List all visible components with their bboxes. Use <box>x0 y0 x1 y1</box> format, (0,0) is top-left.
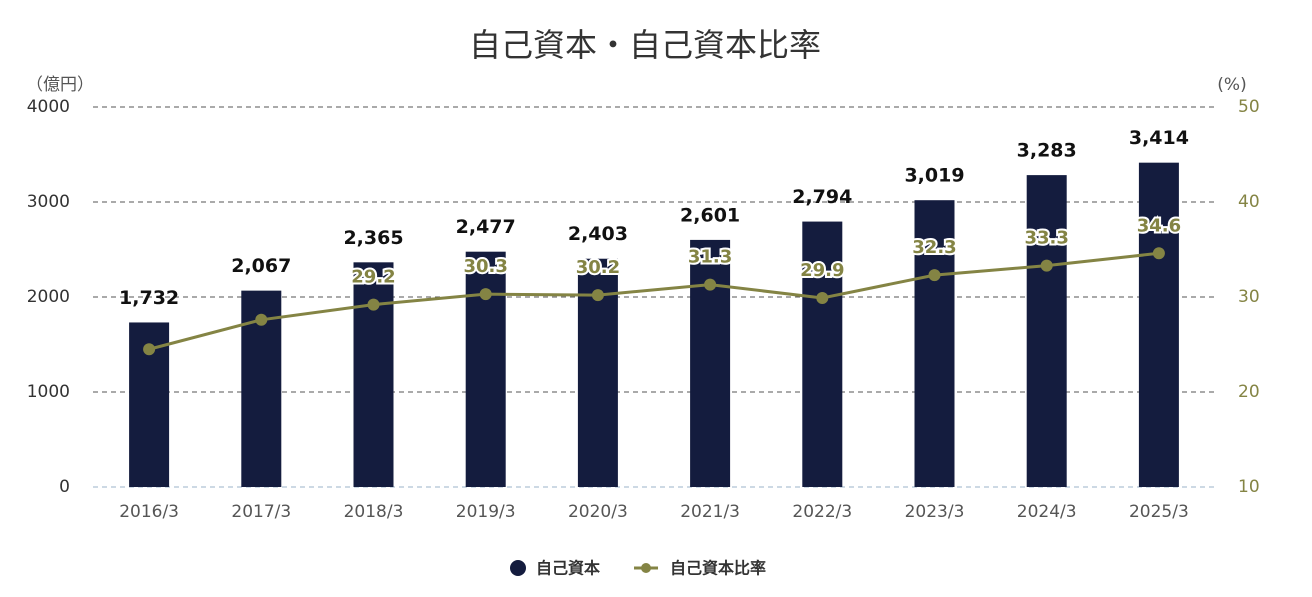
line-value-label: 30.2 <box>576 257 620 278</box>
line-point <box>1152 247 1165 260</box>
bar-value-label: 3,414 <box>1129 127 1189 149</box>
line-point <box>1040 259 1053 272</box>
line-value-label: 32.3 <box>912 237 956 258</box>
line-point <box>367 298 380 311</box>
line-value-label: 33.3 <box>1024 228 1068 249</box>
y2-tick-label: 20 <box>1238 382 1260 402</box>
x-tick-label: 2019/3 <box>456 502 516 522</box>
x-tick-label: 2023/3 <box>905 502 965 522</box>
y-tick-label: 3000 <box>27 192 70 212</box>
x-tick-label: 2021/3 <box>680 502 740 522</box>
line-value-label: 29.2 <box>351 267 395 288</box>
y-axis-unit: （億円） <box>26 75 94 95</box>
line-point <box>591 289 604 302</box>
line-point <box>704 278 717 291</box>
y2-tick-label: 50 <box>1238 97 1260 117</box>
x-tick-label: 2025/3 <box>1129 502 1189 522</box>
x-tick-label: 2022/3 <box>792 502 852 522</box>
x-tick-label: 2016/3 <box>119 502 179 522</box>
bar-value-label: 2,601 <box>680 204 740 226</box>
y-tick-label: 0 <box>59 477 70 497</box>
bar-value-label: 2,403 <box>568 223 628 245</box>
bar-value-label: 2,365 <box>343 227 403 249</box>
y2-tick-label: 40 <box>1238 192 1260 212</box>
x-tick-label: 2020/3 <box>568 502 628 522</box>
bar <box>465 251 506 487</box>
line-value-label: 30.3 <box>463 256 507 277</box>
bar-value-label: 1,732 <box>119 287 179 309</box>
y-tick-label: 4000 <box>27 97 70 117</box>
bar <box>690 239 731 487</box>
line-point <box>479 288 492 301</box>
legend-label: 自己資本比率 <box>670 559 766 578</box>
y2-axis-unit: (%) <box>1217 75 1246 95</box>
bar <box>802 221 843 487</box>
line-point <box>255 313 268 326</box>
bar <box>914 200 955 487</box>
line-point <box>816 291 829 304</box>
bar <box>1026 175 1067 488</box>
x-tick-label: 2017/3 <box>231 502 291 522</box>
line-point <box>928 269 941 282</box>
bar-value-label: 2,794 <box>792 186 852 208</box>
bar <box>353 262 394 487</box>
line-value-label: 34.6 <box>1137 215 1181 236</box>
bar-value-label: 3,283 <box>1017 140 1077 162</box>
legend-marker <box>641 563 652 573</box>
y-tick-label: 1000 <box>27 382 70 402</box>
bar-value-label: 2,067 <box>231 255 291 277</box>
bar-value-label: 2,477 <box>456 216 516 238</box>
y2-tick-label: 30 <box>1238 287 1260 307</box>
x-tick-label: 2018/3 <box>344 502 404 522</box>
line-point <box>143 343 156 356</box>
line <box>148 251 1160 351</box>
bar <box>1138 162 1179 488</box>
line-value-label: 29.9 <box>800 260 844 281</box>
x-tick-label: 2024/3 <box>1017 502 1077 522</box>
legend-marker <box>510 560 526 576</box>
legend-label: 自己資本 <box>536 559 600 578</box>
y-tick-label: 2000 <box>27 287 70 307</box>
line-value-label: 31.3 <box>688 247 732 268</box>
y2-tick-label: 10 <box>1238 477 1260 497</box>
bar-value-label: 3,019 <box>904 165 964 187</box>
chart-title: 自己資本・自己資本比率 <box>469 26 821 64</box>
